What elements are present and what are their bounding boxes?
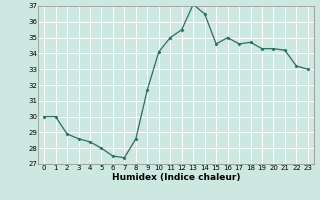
X-axis label: Humidex (Indice chaleur): Humidex (Indice chaleur) — [112, 173, 240, 182]
